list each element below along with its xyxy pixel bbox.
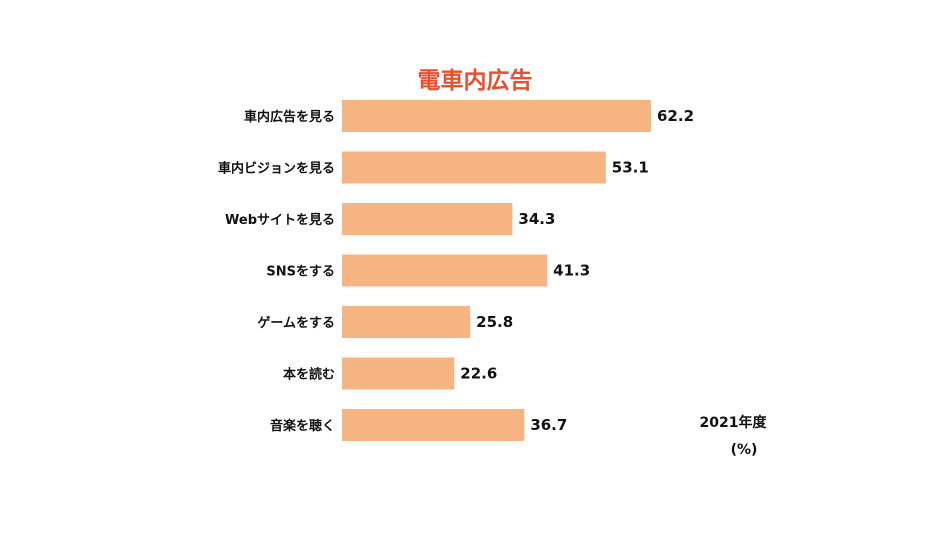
bar (342, 151, 606, 184)
value-label: 34.3 (518, 210, 555, 228)
bars-group: 車内広告を見る 62.2 車内ビジョンを見る 53.1 Webサイトを見る 34.3 SNS… (218, 100, 694, 441)
bar (342, 203, 513, 235)
category-label: ゲームをする (257, 315, 335, 331)
bar (342, 254, 548, 287)
category-label: SNSをする (266, 265, 335, 280)
value-label: 22.6 (460, 365, 497, 383)
category-label: 音楽を聴く (270, 418, 335, 434)
bar (342, 357, 455, 390)
value-label: 41.3 (553, 262, 590, 280)
category-label: 本を読む (283, 367, 335, 383)
value-label: 53.1 (612, 159, 649, 177)
category-label: 車内広告を見る (244, 109, 335, 125)
bar (342, 100, 651, 132)
category-label: 車内ビジョンを見る (218, 161, 335, 177)
year-note: 2021年度 (700, 414, 768, 431)
value-label: 25.8 (476, 313, 513, 331)
bar (342, 306, 471, 338)
bar (342, 409, 525, 441)
category-label: Webサイトを見る (225, 213, 335, 228)
chart-title: 電車内広告 (418, 67, 533, 94)
unit-note: (%) (731, 442, 758, 458)
value-label: 62.2 (657, 107, 694, 125)
value-label: 36.7 (530, 416, 567, 434)
